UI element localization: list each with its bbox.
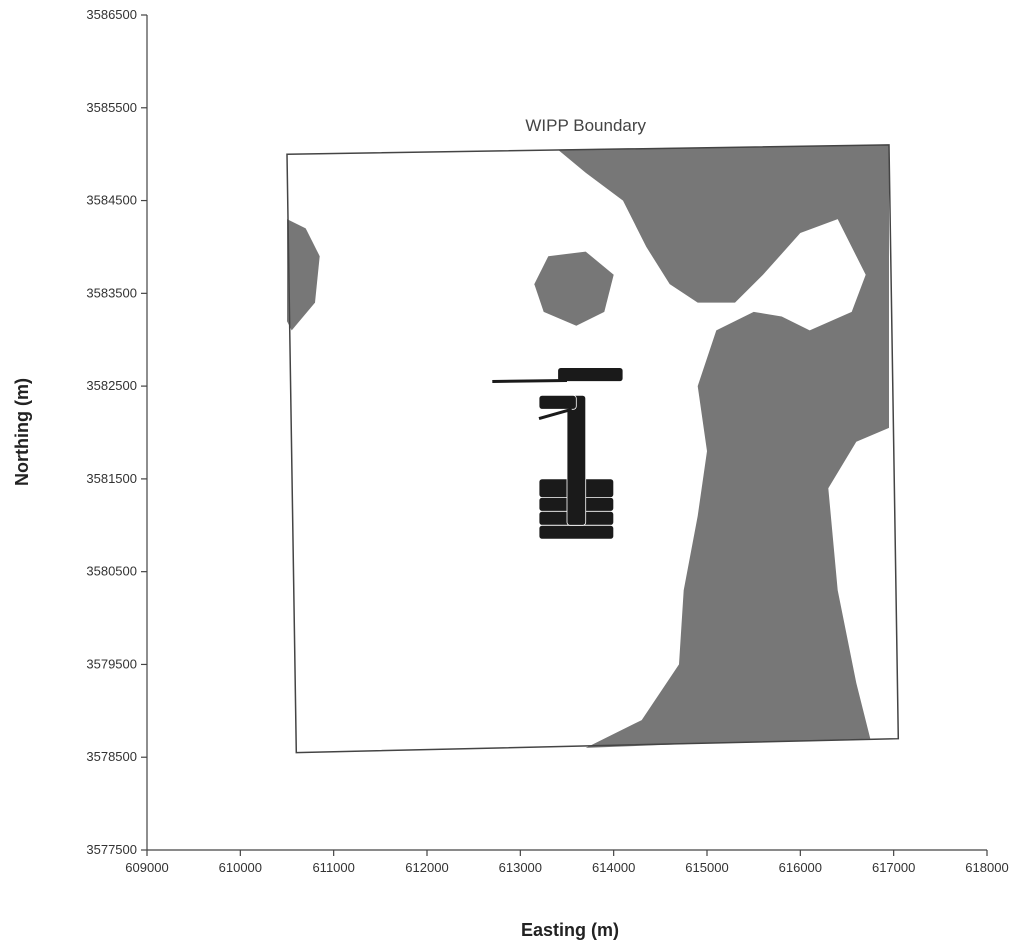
repository-block-5	[538, 394, 577, 410]
x-axis-ticks: 609000 610000 611000 612000 613000 614000 6150…	[125, 850, 1009, 875]
x-tick-label: 609000	[125, 860, 168, 875]
y-axis-ticks: 3577500 3578500 3579500 3580500 3581500 35825…	[86, 7, 147, 857]
y-tick-label: 3581500	[86, 471, 137, 486]
repository-block-6	[557, 367, 624, 382]
x-tick-label: 618000	[965, 860, 1008, 875]
repository-layout	[492, 367, 624, 540]
x-tick-label: 614000	[592, 860, 635, 875]
shaded-regions	[287, 144, 889, 748]
x-tick-label: 612000	[405, 860, 448, 875]
y-tick-label: 3578500	[86, 749, 137, 764]
x-tick-label: 617000	[872, 860, 915, 875]
x-tick-label: 615000	[685, 860, 728, 875]
y-axis-title: Northing (m)	[12, 378, 32, 486]
shaded-region-0	[557, 144, 889, 748]
wipp-boundary	[286, 144, 900, 754]
repository-drift-1	[538, 407, 573, 421]
repository-block-3	[538, 524, 615, 540]
y-tick-label: 3586500	[86, 7, 137, 22]
y-tick-label: 3585500	[86, 100, 137, 115]
repository-block-4	[566, 394, 587, 526]
y-tick-label: 3583500	[86, 285, 137, 300]
repository-drift-0	[492, 379, 568, 383]
x-axis-title: Easting (m)	[521, 920, 619, 940]
shaded-region-2	[534, 251, 614, 326]
y-tick-label: 3582500	[86, 378, 137, 393]
x-tick-label: 610000	[219, 860, 262, 875]
shaded-region-1	[287, 219, 320, 331]
y-tick-label: 3579500	[86, 656, 137, 671]
y-tick-label: 3580500	[86, 564, 137, 579]
x-tick-label: 611000	[312, 860, 354, 875]
y-tick-label: 3584500	[86, 193, 137, 208]
y-tick-label: 3577500	[86, 842, 137, 857]
x-tick-label: 613000	[499, 860, 542, 875]
wipp-boundary-label: WIPP Boundary	[525, 116, 646, 135]
x-tick-label: 616000	[779, 860, 822, 875]
